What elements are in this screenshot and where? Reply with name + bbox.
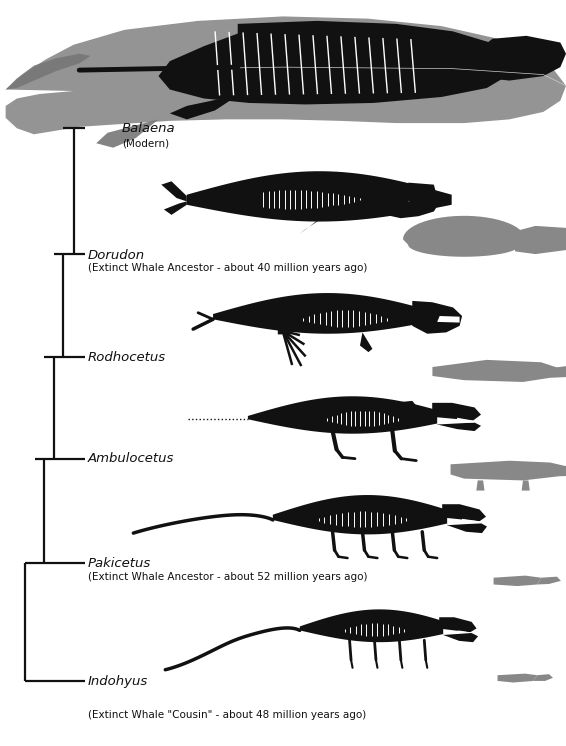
Polygon shape (6, 16, 566, 134)
Polygon shape (437, 419, 481, 431)
Polygon shape (443, 629, 471, 635)
Polygon shape (522, 480, 530, 491)
Polygon shape (494, 576, 541, 586)
Text: Balaena: Balaena (122, 122, 175, 135)
Polygon shape (533, 674, 553, 681)
Polygon shape (439, 617, 477, 633)
Polygon shape (451, 461, 566, 480)
Polygon shape (213, 293, 442, 333)
Polygon shape (432, 360, 559, 382)
Polygon shape (96, 119, 158, 148)
Polygon shape (477, 480, 484, 491)
Polygon shape (372, 401, 422, 426)
Polygon shape (380, 181, 439, 219)
Polygon shape (432, 403, 481, 421)
Polygon shape (164, 201, 187, 215)
Polygon shape (300, 215, 324, 233)
Polygon shape (437, 417, 474, 424)
Polygon shape (437, 316, 460, 322)
Polygon shape (187, 172, 452, 222)
Text: Pakicetus: Pakicetus (88, 557, 151, 570)
Polygon shape (362, 503, 422, 527)
Polygon shape (158, 21, 509, 104)
Polygon shape (550, 365, 566, 377)
Polygon shape (170, 95, 238, 119)
Polygon shape (300, 609, 459, 642)
Polygon shape (498, 674, 537, 683)
Polygon shape (443, 630, 478, 642)
Polygon shape (360, 333, 372, 352)
Text: Ambulocetus: Ambulocetus (88, 452, 174, 466)
Polygon shape (470, 36, 566, 81)
Polygon shape (273, 495, 462, 534)
Polygon shape (248, 396, 457, 433)
Polygon shape (515, 226, 566, 254)
Text: (Modern): (Modern) (122, 138, 169, 148)
Text: Rodhocetus: Rodhocetus (88, 351, 166, 364)
Text: (Extinct Whale Ancestor - about 52 million years ago): (Extinct Whale Ancestor - about 52 milli… (88, 571, 367, 582)
Text: Dorudon: Dorudon (88, 248, 145, 262)
Text: Indohyus: Indohyus (88, 674, 148, 688)
Polygon shape (403, 216, 525, 257)
Polygon shape (6, 54, 91, 90)
Polygon shape (559, 463, 566, 476)
Text: (Extinct Whale Ancestor - about 40 million years ago): (Extinct Whale Ancestor - about 40 milli… (88, 263, 367, 273)
Polygon shape (412, 301, 462, 333)
Polygon shape (447, 518, 481, 525)
Polygon shape (406, 183, 439, 210)
Polygon shape (537, 577, 561, 585)
Polygon shape (447, 520, 487, 533)
Polygon shape (278, 323, 290, 334)
Polygon shape (408, 196, 436, 204)
Polygon shape (370, 616, 419, 636)
Text: (Extinct Whale "Cousin" - about 48 million years ago): (Extinct Whale "Cousin" - about 48 milli… (88, 709, 366, 720)
Polygon shape (442, 504, 486, 521)
Polygon shape (161, 181, 187, 201)
